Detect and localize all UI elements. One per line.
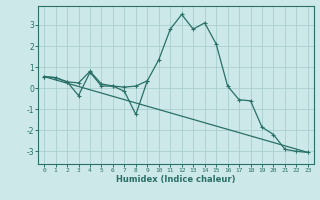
X-axis label: Humidex (Indice chaleur): Humidex (Indice chaleur) <box>116 175 236 184</box>
